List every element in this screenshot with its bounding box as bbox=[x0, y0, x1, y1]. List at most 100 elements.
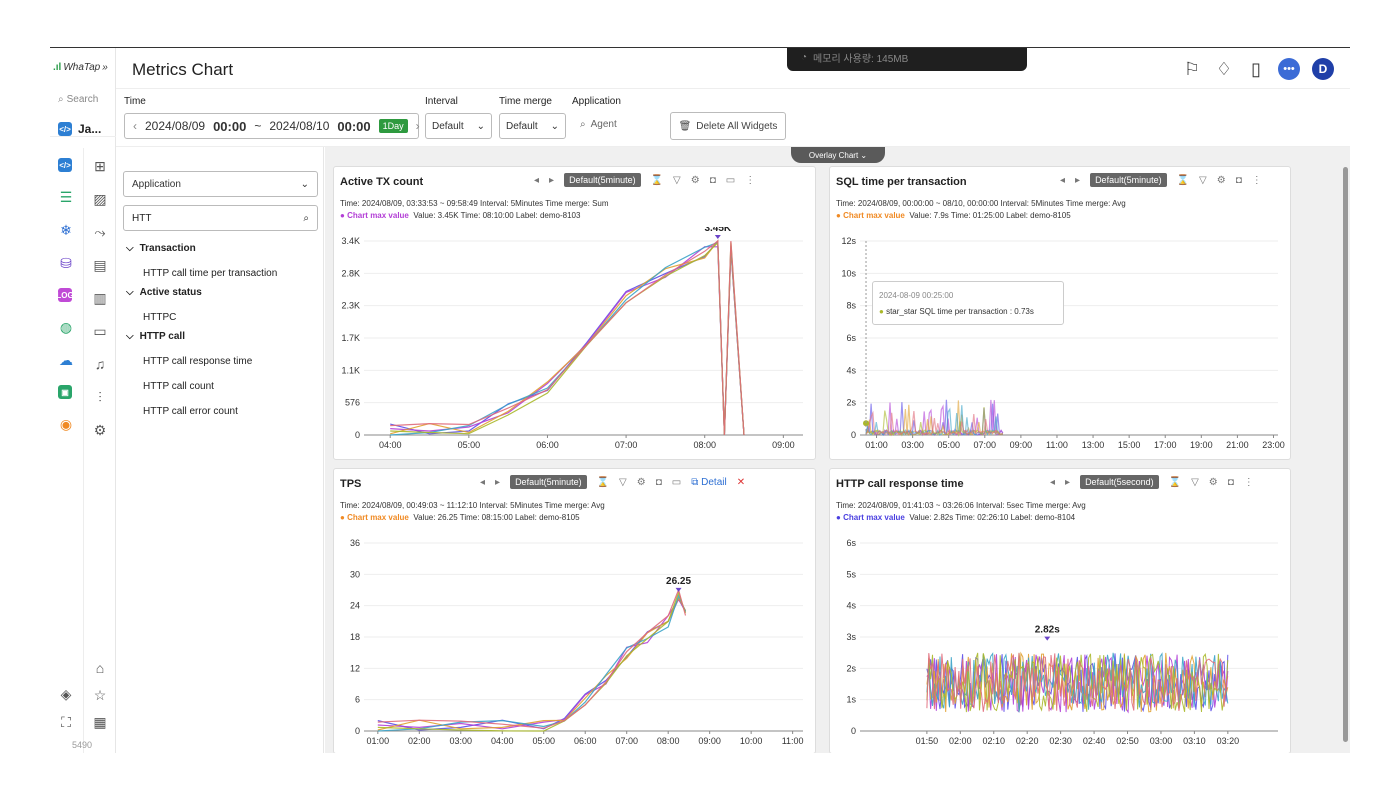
interval-label: Interval bbox=[425, 96, 458, 107]
interval-pill[interactable]: Default(5second) bbox=[1080, 475, 1159, 489]
hourglass-icon[interactable]: ⌛ bbox=[1168, 476, 1182, 488]
database-icon[interactable]: ⛁ bbox=[60, 254, 72, 271]
report-icon[interactable]: ▤ bbox=[93, 256, 107, 273]
camera-icon[interactable]: ◘ bbox=[1227, 476, 1234, 488]
filter-icon[interactable]: ▽ bbox=[1191, 476, 1199, 488]
time-merge-value: Default bbox=[506, 120, 538, 132]
detail-button[interactable]: ⧉ Detail bbox=[691, 476, 727, 488]
log-icon[interactable]: LOG bbox=[56, 288, 74, 302]
next-icon[interactable]: ▸ bbox=[495, 476, 501, 488]
settings-gear-icon[interactable]: ⚙ bbox=[93, 421, 107, 438]
filter-icon[interactable]: ▽ bbox=[673, 174, 681, 186]
chart-active-tx[interactable]: 0 576 1.1K 1.7K 2.3K 2.8K 3.4K 04:00 05:00 06:00 0… bbox=[334, 227, 815, 459]
widget-meta-line: Time: 2024/08/09, 00:49:03 ~ 11:12:10 In… bbox=[340, 501, 605, 510]
x-tick-label: 09:00 bbox=[772, 440, 795, 450]
tree-group[interactable]: ⌵ HTTP call bbox=[126, 331, 277, 342]
image-icon[interactable]: ▨ bbox=[93, 190, 107, 207]
settings-icon[interactable]: ⚙ bbox=[636, 476, 646, 488]
document-icon[interactable]: ▭ bbox=[93, 322, 107, 339]
interval-pill[interactable]: Default(5minute) bbox=[564, 173, 641, 187]
paint-bucket-icon[interactable]: ◈ bbox=[60, 685, 72, 702]
time-range-picker[interactable]: ‹ 2024/08/09 00:00 ~ 2024/08/10 00:00 1D… bbox=[124, 113, 420, 139]
interval-pill[interactable]: Default(5minute) bbox=[510, 475, 587, 489]
scrollbar[interactable] bbox=[1343, 167, 1348, 742]
prev-icon[interactable]: ◂ bbox=[480, 476, 486, 488]
megaphone-icon[interactable]: ⚐ bbox=[1183, 58, 1201, 79]
metric-search-input[interactable]: HTT ⌕ bbox=[123, 205, 318, 231]
filter-icon[interactable]: ▽ bbox=[619, 476, 627, 488]
analysis-chart-icon[interactable]: ▥ bbox=[93, 289, 107, 306]
tree-item[interactable]: HTTP call response time bbox=[143, 356, 253, 367]
url-globe-icon[interactable]: ◍ bbox=[59, 318, 73, 335]
rail-search[interactable]: ⌕ Search bbox=[58, 94, 98, 105]
tree-group-label: HTTP call bbox=[139, 331, 185, 342]
chat-icon[interactable]: ••• bbox=[1278, 58, 1300, 80]
calendar-icon[interactable]: ▯ bbox=[1251, 58, 1261, 79]
kubernetes-icon[interactable]: ❄ bbox=[60, 221, 72, 238]
x-tick-label: 17:00 bbox=[1154, 440, 1177, 450]
flow-icon[interactable]: ⤳ bbox=[94, 223, 106, 240]
prev-icon[interactable]: ◂ bbox=[1060, 174, 1066, 186]
browser-icon[interactable]: ▣ bbox=[58, 385, 72, 399]
metrics-icon[interactable]: ⫶ bbox=[98, 388, 102, 405]
settings-icon[interactable]: ⚙ bbox=[1216, 174, 1226, 186]
time-merge-select[interactable]: Default ⌄ bbox=[499, 113, 566, 139]
x-tick-label: 07:00 bbox=[615, 440, 638, 450]
cloud-icon[interactable]: ☁ bbox=[59, 351, 73, 368]
hourglass-icon[interactable]: ⌛ bbox=[596, 476, 610, 488]
more-icon[interactable]: ⋮ bbox=[745, 174, 756, 186]
prev-icon[interactable]: ◂ bbox=[534, 174, 540, 186]
x-tick-label: 08:00 bbox=[657, 736, 680, 746]
next-icon[interactable]: ▸ bbox=[1075, 174, 1081, 186]
camera-icon[interactable]: ◘ bbox=[1235, 174, 1242, 186]
tree-item[interactable]: HTTP call count bbox=[143, 381, 214, 392]
interval-pill[interactable]: Default(5minute) bbox=[1090, 173, 1167, 187]
network-icon[interactable]: ◉ bbox=[59, 415, 73, 432]
collapse-icon[interactable]: » bbox=[102, 62, 108, 73]
chart-sql-time[interactable]: 0 2s 4s 6s 8s 10s 12s 01:00 03:00 05:00 07:00 09:00… bbox=[830, 227, 1290, 459]
server-icon[interactable]: ☰ bbox=[59, 188, 73, 205]
interval-select[interactable]: Default ⌄ bbox=[425, 113, 492, 139]
overlay-chart-toggle[interactable]: Overlay Chart ⌄ bbox=[791, 147, 885, 163]
time-next-icon[interactable]: › bbox=[415, 119, 420, 133]
star-icon[interactable]: ☆ bbox=[93, 686, 107, 703]
camera-icon[interactable]: ◘ bbox=[655, 476, 662, 488]
next-icon[interactable]: ▸ bbox=[1065, 476, 1071, 488]
dashboard-icon[interactable]: ⊞ bbox=[94, 157, 106, 174]
agent-selector[interactable]: ⌕ Agent bbox=[580, 119, 617, 130]
tree-item[interactable]: HTTP call error count bbox=[143, 406, 238, 417]
settings-icon[interactable]: ⚙ bbox=[1208, 476, 1218, 488]
delete-all-widgets-button[interactable]: 🗑 Delete All Widgets bbox=[670, 112, 786, 140]
tree-item[interactable]: HTTPC bbox=[143, 312, 177, 323]
csv-icon[interactable]: ▭ bbox=[671, 476, 682, 488]
hourglass-icon[interactable]: ⌛ bbox=[1176, 174, 1190, 186]
sitemap-icon[interactable]: ▦ bbox=[93, 713, 107, 730]
home-icon[interactable]: ⌂ bbox=[95, 660, 105, 676]
project-selector[interactable]: </> Ja... bbox=[58, 122, 101, 136]
chart-http-response[interactable]: 0 1s 2s 3s 4s 5s 6s 01:50 02:00 02:10 02:20 02:30 02… bbox=[830, 529, 1290, 753]
application-icon[interactable]: </> bbox=[58, 158, 72, 172]
notification-bell-icon[interactable]: ♢ bbox=[1215, 58, 1233, 79]
close-icon[interactable]: ✕ bbox=[736, 476, 746, 488]
settings-icon[interactable]: ⚙ bbox=[690, 174, 700, 186]
trash-icon: 🗑 bbox=[678, 120, 692, 132]
x-tick-label: 09:00 bbox=[698, 736, 721, 746]
logo[interactable]: .ıl WhaTap» bbox=[53, 62, 108, 73]
csv-icon[interactable]: ▭ bbox=[725, 174, 736, 186]
prev-icon[interactable]: ◂ bbox=[1050, 476, 1056, 488]
fullscreen-icon[interactable]: ⛶ bbox=[61, 713, 71, 730]
tree-group[interactable]: ⌵ Transaction bbox=[126, 243, 277, 254]
hourglass-icon[interactable]: ⌛ bbox=[650, 174, 664, 186]
avatar[interactable]: D bbox=[1312, 58, 1334, 80]
filter-icon[interactable]: ▽ bbox=[1199, 174, 1207, 186]
camera-icon[interactable]: ◘ bbox=[709, 174, 716, 186]
next-icon[interactable]: ▸ bbox=[549, 174, 555, 186]
chart-tps[interactable]: 0 6 12 18 24 30 36 01:00 02:00 03:00 04:00 05:00 06:… bbox=[334, 529, 815, 753]
alert-bell-icon[interactable]: ♫ bbox=[94, 356, 106, 372]
time-prev-icon[interactable]: ‹ bbox=[133, 119, 137, 133]
more-icon[interactable]: ⋮ bbox=[1251, 174, 1262, 186]
category-dropdown[interactable]: Application ⌄ bbox=[123, 171, 318, 197]
tree-item[interactable]: HTTP call time per transaction bbox=[143, 268, 278, 279]
more-icon[interactable]: ⋮ bbox=[1243, 476, 1254, 488]
tree-group[interactable]: ⌵ Active status bbox=[126, 287, 277, 298]
